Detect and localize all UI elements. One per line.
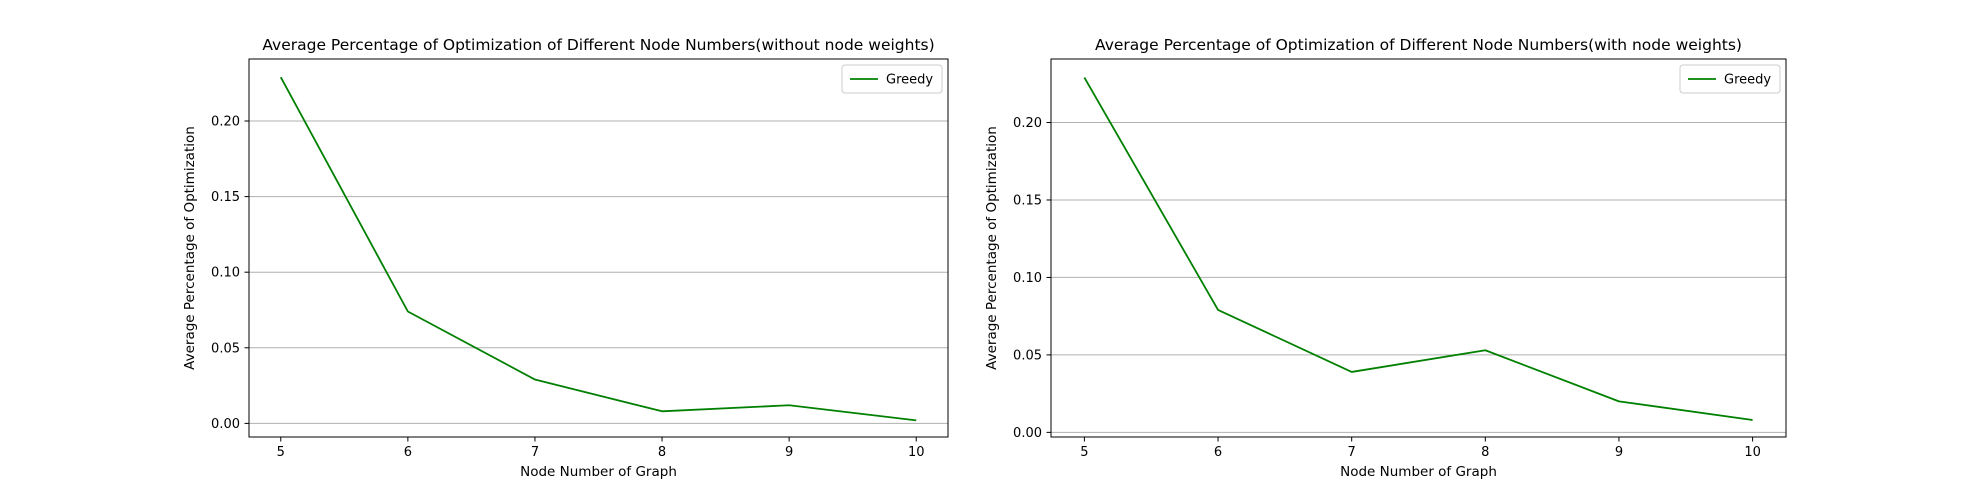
x-axis-label: Node Number of Graph [1340, 464, 1497, 480]
y-tick-label: 0.05 [1013, 348, 1042, 363]
y-tick-label: 0.10 [211, 266, 240, 281]
plot-frame [1050, 58, 1787, 438]
x-tick-label: 9 [1615, 445, 1623, 460]
series-line-greedy [1083, 77, 1753, 421]
x-tick-label: 6 [1214, 445, 1222, 460]
x-tick-label: 8 [1481, 445, 1489, 460]
x-tick-label: 7 [531, 445, 539, 460]
chart-2: 5 6 7 8 9 10 0.00 0.05 0.10 0.15 0.20 Average Perce… [984, 36, 1787, 480]
x-tick-label: 10 [1744, 445, 1761, 460]
y-tick-label: 0.00 [1013, 426, 1042, 441]
y-tick-label: 0.15 [1013, 193, 1042, 208]
x-tick-label: 9 [785, 445, 793, 460]
legend-box [841, 64, 943, 94]
x-tick-label: 8 [658, 445, 666, 460]
y-tick-label: 0.15 [211, 190, 240, 205]
y-tick-label: 0.05 [211, 341, 240, 356]
x-tick-label: 5 [1080, 445, 1088, 460]
x-tick-label: 10 [908, 445, 925, 460]
legend-box [1679, 64, 1781, 94]
chart-1: 5 6 7 8 9 10 0.00 0.05 0.10 0.15 0.20 Average Perce… [182, 36, 949, 480]
y-axis-label: Average Percentage of Optimization [984, 126, 1000, 370]
series-line-greedy [279, 76, 917, 422]
x-axis-label: Node Number of Graph [520, 464, 677, 480]
y-tick-label: 0.00 [211, 417, 240, 432]
plot-frame [248, 58, 949, 438]
legend: Greedy [841, 64, 943, 94]
legend: Greedy [1679, 64, 1781, 94]
legend-label-greedy: Greedy [886, 73, 933, 88]
legend-label-greedy: Greedy [1724, 73, 1771, 88]
chart-title: Average Percentage of Optimization of Di… [1095, 36, 1742, 54]
y-tick-label: 0.20 [1013, 116, 1042, 131]
chart-title: Average Percentage of Optimization of Di… [262, 36, 934, 54]
x-tick-label: 6 [404, 445, 412, 460]
y-tick-label: 0.20 [211, 114, 240, 129]
x-tick-label: 5 [277, 445, 285, 460]
y-tick-label: 0.10 [1013, 271, 1042, 286]
y-axis-label: Average Percentage of Optimization [182, 126, 198, 370]
x-tick-label: 7 [1348, 445, 1356, 460]
